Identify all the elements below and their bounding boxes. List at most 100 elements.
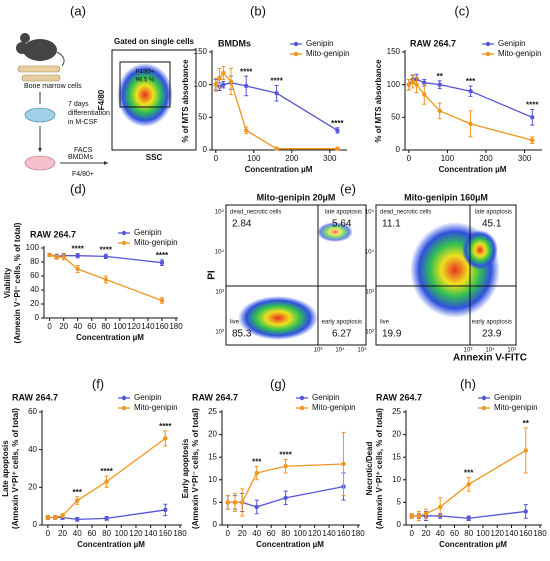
quadrant-label: late apoptosis <box>325 210 362 216</box>
point <box>437 82 442 87</box>
gate-value: 96.5 % <box>136 78 155 84</box>
legend-marker <box>293 51 299 57</box>
y-tick-label: 25 <box>208 407 217 416</box>
x-tick-label: 80 <box>101 322 110 331</box>
quadrant-label: live <box>380 320 390 326</box>
x-tick-label: 0 <box>46 529 51 538</box>
point <box>75 498 80 503</box>
x-tick-label: 40 <box>252 529 261 538</box>
legend-marker <box>121 395 127 401</box>
legend-label: Mito-genipin <box>494 403 538 412</box>
chart-title: RAW 264.7 <box>410 38 456 48</box>
chart-title: RAW 264.7 <box>12 392 58 402</box>
quadrant-line <box>226 205 516 345</box>
point <box>341 461 346 467</box>
quadrant-label: dead_necrotic cells <box>230 210 281 216</box>
flow-density <box>317 222 353 242</box>
x-tick-label: 60 <box>450 529 459 538</box>
panel-label: (b) <box>250 3 266 18</box>
flow-axis-label: SSC <box>146 153 163 162</box>
legend-marker <box>485 51 491 57</box>
point <box>523 509 528 514</box>
point <box>232 500 238 505</box>
flow-title: Gated on single cells <box>114 37 195 46</box>
legend-label: Genipin <box>134 393 162 402</box>
point <box>53 515 58 520</box>
x-axis-label: Concentration µM <box>245 165 313 174</box>
point <box>244 128 249 133</box>
x-tick-label: 200 <box>479 154 493 163</box>
significance-label: **** <box>100 467 113 476</box>
x-tick-label: 120 <box>491 529 505 538</box>
y-axis-label: Viability <box>3 267 12 298</box>
y-tick-label: 25 <box>392 407 401 416</box>
flow-tick-label: 10⁵ <box>507 347 517 354</box>
x-axis-label: Concentration µM <box>439 165 507 174</box>
significance-label: **** <box>240 67 253 76</box>
point <box>213 82 218 87</box>
chart-title: RAW 264.7 <box>376 392 422 402</box>
schematic-label: Bone marrow cells <box>24 83 82 90</box>
x-tick-label: 80 <box>281 529 290 538</box>
flow-tick-label: 10³ <box>314 348 323 354</box>
x-axis-label: Concentration µM <box>77 540 145 549</box>
point <box>159 260 165 265</box>
x-tick-label: 0 <box>226 529 231 538</box>
significance-label: *** <box>466 77 476 86</box>
x-tick-label: 100 <box>113 322 127 331</box>
x-tick-label: 140 <box>144 529 158 538</box>
x-tick-label: 100 <box>293 529 307 538</box>
y-axis-label: (Annexin V⁻PI⁻ cells, % of total) <box>13 222 22 343</box>
significance-label: **** <box>100 245 113 254</box>
axis-line <box>405 410 542 526</box>
x-tick-label: 180 <box>169 322 183 331</box>
x-tick-label: 180 <box>173 529 187 538</box>
legend-label: Genipin <box>306 39 334 48</box>
x-tick-label: 80 <box>464 529 473 538</box>
panel-label: (c) <box>454 3 469 18</box>
x-tick-label: 140 <box>505 529 519 538</box>
legend-label: Mito-genipin <box>312 403 356 412</box>
quadrant-value: 11.1 <box>382 219 401 230</box>
x-tick-label: 60 <box>267 529 276 538</box>
flow-tick-label: 10² <box>365 330 374 336</box>
legend-marker <box>121 230 127 236</box>
chart-title: RAW 264.7 <box>192 392 238 402</box>
x-tick-label: 120 <box>127 322 141 331</box>
point <box>61 254 66 260</box>
schematic-label: BMDMs <box>68 154 93 161</box>
y-tick-label: 50 <box>391 112 400 121</box>
y-tick-label: 5 <box>397 498 402 507</box>
x-tick-label: 20 <box>238 529 247 538</box>
y-tick-label: 15 <box>392 452 401 461</box>
point <box>244 83 249 89</box>
y-tick-label: 80 <box>30 257 39 266</box>
point <box>414 82 419 87</box>
flow-tick-label: 10³ <box>464 348 473 354</box>
legend-label: Mito-genipin <box>134 403 178 412</box>
schematic-label: in M-CSF <box>68 119 98 126</box>
x-tick-label: 20 <box>59 322 68 331</box>
quadrant-label: early apoptosis <box>322 320 362 326</box>
flow-title: Mito-genipin 20µM <box>257 192 336 202</box>
axis-line <box>404 50 542 151</box>
quadrant-value: 6.27 <box>332 329 352 340</box>
quadrant-value: 5.64 <box>332 219 352 230</box>
flow-frame <box>375 204 517 346</box>
point <box>523 448 528 453</box>
y-tick-label: 0 <box>397 520 402 529</box>
point <box>422 80 427 85</box>
mouse-head <box>16 42 28 54</box>
y-tick-label: 20 <box>208 430 217 439</box>
significance-label: **** <box>156 251 169 260</box>
point <box>75 266 80 272</box>
gate-label: F4/80+ <box>136 70 155 76</box>
schematic-label: FACS <box>74 147 93 154</box>
legend-label: Mito-genipin <box>306 49 350 58</box>
point <box>217 75 222 81</box>
y-tick-label: 10 <box>208 475 217 484</box>
mouse-tail <box>56 51 65 67</box>
y-tick-label: 100 <box>387 80 401 89</box>
schematic-label: differentiation <box>68 110 110 117</box>
